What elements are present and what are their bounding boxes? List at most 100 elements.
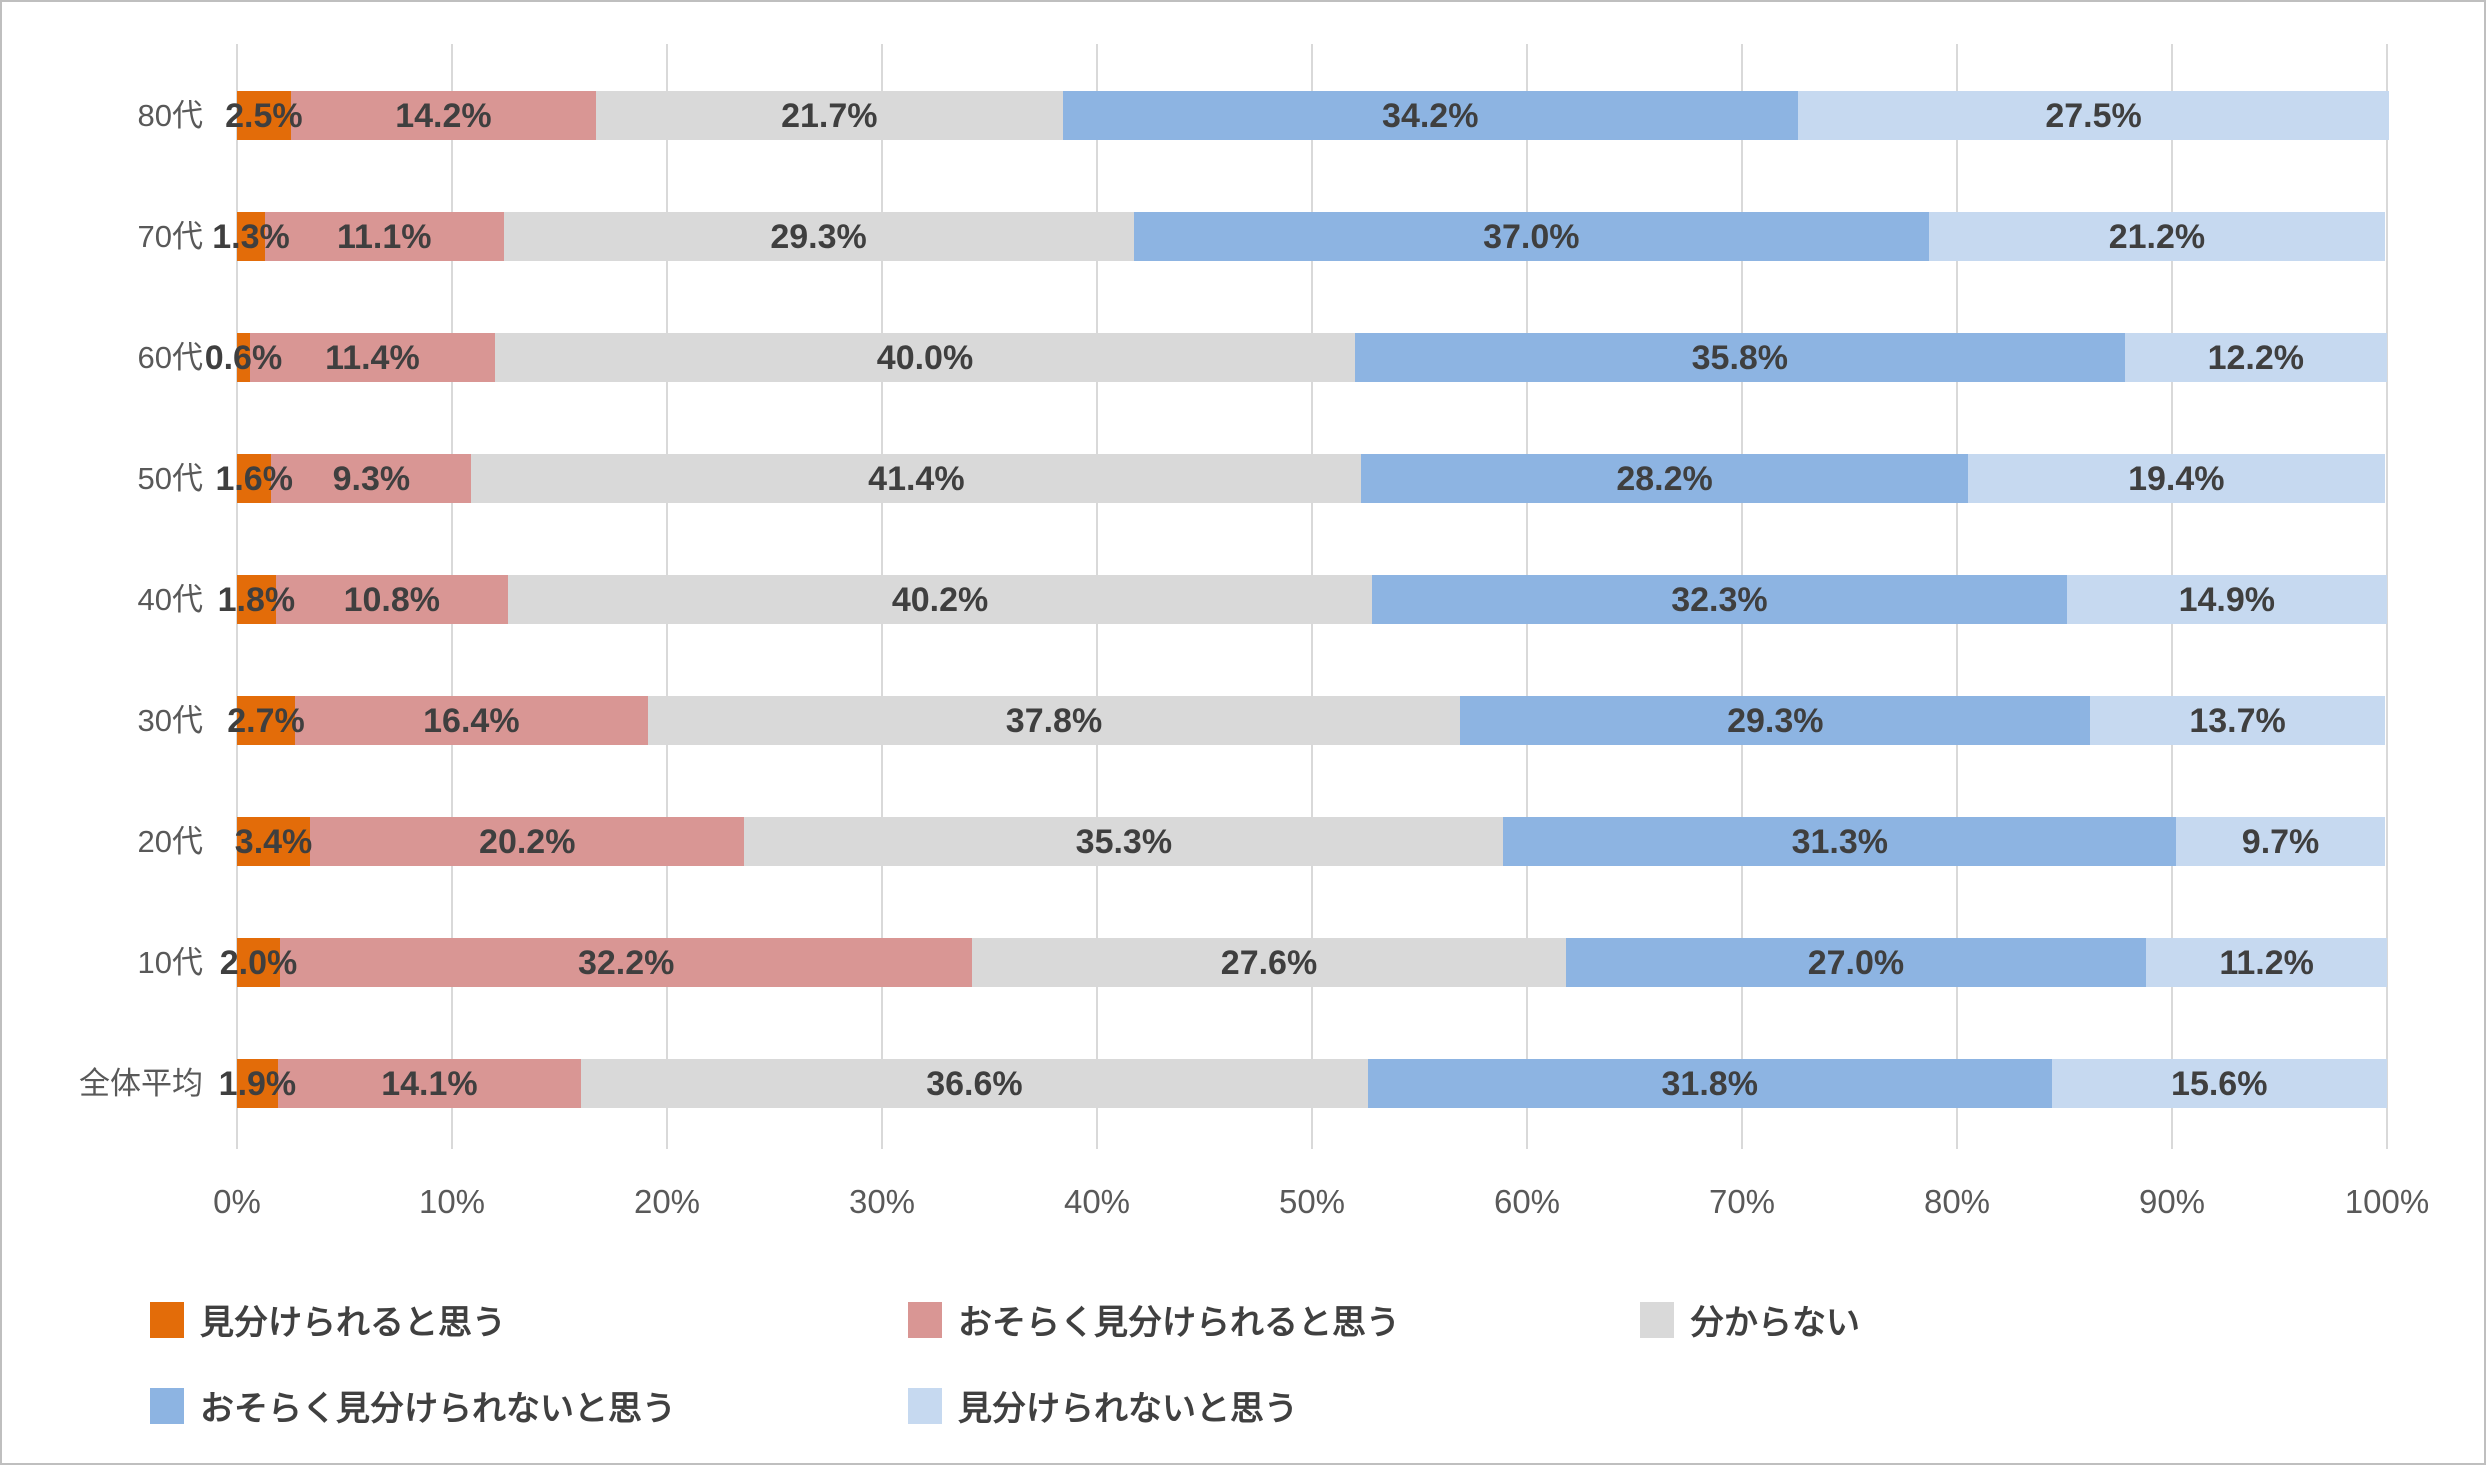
category-label: 全体平均	[79, 1066, 203, 1101]
bar-segment: 12.2%	[2124, 333, 2387, 382]
data-label: 27.5%	[2045, 96, 2142, 135]
x-axis-tick-label: 100%	[2344, 1183, 2430, 1220]
legend-label: 分からない	[1690, 1304, 1860, 1342]
x-axis-tick-label: 0%	[213, 1183, 261, 1220]
data-label: 11.1%	[336, 217, 432, 256]
bar-segment: 21.2%	[1929, 212, 2385, 261]
bar-segment: 2.7%	[227, 696, 305, 745]
bar-row: 0.6% 11.4% 40.0% 35.8% 12.2%	[205, 333, 2387, 382]
legend-label: 見分けられると思う	[200, 1304, 506, 1342]
category-label: 80代	[137, 98, 203, 133]
legend-item: おそらく見分けられると思う	[908, 1295, 1400, 1344]
data-label: 1.3%	[212, 217, 290, 256]
data-label: 32.3%	[1671, 580, 1768, 619]
data-label: 13.7%	[2189, 701, 2286, 740]
x-axis-tick-label: 60%	[1493, 1183, 1561, 1220]
bar-segment: 41.4%	[471, 454, 1362, 503]
bar-segment: 3.4%	[235, 817, 312, 866]
data-label: 1.9%	[218, 1064, 297, 1103]
bar-row: 2.0% 32.2% 27.6% 27.0% 11.2%	[220, 938, 2387, 987]
bar-segment: 1.3%	[212, 212, 290, 261]
category-label: 50代	[137, 461, 203, 496]
bar-segment: 40.2%	[507, 575, 1373, 624]
legend-item: 見分けられないと思う	[908, 1381, 1298, 1430]
bar-segment: 1.8%	[218, 575, 295, 624]
bar-segment: 31.3%	[1503, 817, 2177, 866]
bar-segment: 35.3%	[744, 817, 1504, 866]
category-label: 20代	[137, 824, 203, 859]
x-axis-tick-label: 80%	[1923, 1183, 1991, 1220]
legend-label: 見分けられないと思う	[958, 1390, 1298, 1428]
data-label: 11.2%	[2219, 943, 2314, 982]
x-axis-tick-label: 70%	[1708, 1183, 1776, 1220]
data-label: 11.4%	[325, 338, 420, 377]
data-label: 15.6%	[2171, 1064, 2268, 1103]
data-label: 1.8%	[217, 580, 296, 619]
bar-segment: 28.2%	[1361, 454, 1968, 503]
bar-segment: 21.7%	[596, 91, 1063, 140]
data-label: 9.3%	[332, 459, 411, 498]
bar-segment: 1.9%	[219, 1059, 296, 1108]
bar-segment: 2.5%	[225, 91, 303, 140]
legend-swatch	[150, 1301, 184, 1338]
bar-segment: 27.6%	[972, 938, 1566, 987]
bar-segment: 2.0%	[220, 938, 297, 987]
bar-row: 1.3% 11.1% 29.3% 37.0% 21.2%	[212, 212, 2385, 261]
legend-swatch	[908, 1301, 942, 1338]
bar-segment: 34.2%	[1062, 91, 1798, 140]
data-label: 27.6%	[1220, 943, 1318, 982]
data-label: 9.7%	[2241, 822, 2320, 861]
legend-item: 見分けられると思う	[150, 1295, 506, 1344]
legend-label: おそらく見分けられると思う	[958, 1304, 1400, 1342]
data-label: 12.2%	[2207, 338, 2305, 377]
data-label: 29.3%	[770, 217, 867, 256]
bar-segment: 0.6%	[205, 333, 282, 382]
gridline-100	[2386, 44, 2388, 1149]
bar-segment: 14.2%	[290, 91, 597, 140]
bar-segment: 32.3%	[1372, 575, 2067, 624]
data-label: 31.3%	[1791, 822, 1888, 861]
bar-row: 2.7% 16.4% 37.8% 29.3% 13.7%	[227, 696, 2385, 745]
bar-segment: 11.2%	[2146, 938, 2387, 987]
data-label: 35.3%	[1075, 822, 1173, 861]
data-label: 37.8%	[1005, 701, 1103, 740]
data-label: 29.3%	[1727, 701, 1824, 740]
bar-segment: 37.8%	[647, 696, 1461, 745]
bar-segment: 35.8%	[1354, 333, 2125, 382]
bar-segment: 31.8%	[1367, 1059, 2052, 1108]
x-axis-tick-label: 30%	[848, 1183, 916, 1220]
bar-segment: 1.6%	[215, 454, 293, 503]
bar-row: 1.9% 14.1% 36.6% 31.8% 15.6%	[219, 1059, 2387, 1108]
data-label: 27.0%	[1807, 943, 1905, 982]
bar-segment: 14.1%	[277, 1059, 581, 1108]
bar-segment: 36.6%	[580, 1059, 1368, 1108]
data-label: 14.2%	[395, 96, 492, 135]
category-label: 70代	[137, 219, 203, 254]
bar-segment: 29.3%	[503, 212, 1134, 261]
bar-row: 1.6% 9.3% 41.4% 28.2% 19.4%	[215, 454, 2385, 503]
category-label: 60代	[137, 340, 203, 375]
data-label: 21.2%	[2108, 217, 2206, 256]
data-label: 2.5%	[225, 96, 303, 135]
data-label: 40.0%	[876, 338, 974, 377]
bar-row: 3.4% 20.2% 35.3% 31.3% 9.7%	[235, 817, 2385, 866]
bar-segment: 29.3%	[1460, 696, 2091, 745]
data-label: 14.9%	[2178, 580, 2275, 619]
legend-item: おそらく見分けられないと思う	[150, 1381, 676, 1430]
bar-segment: 40.0%	[494, 333, 1355, 382]
bar-row: 1.8% 10.8% 40.2% 32.3% 14.9%	[218, 575, 2387, 624]
bar-segment: 32.2%	[280, 938, 973, 987]
legend-swatch	[1640, 1301, 1674, 1338]
data-label: 41.4%	[868, 459, 965, 498]
legend-swatch	[150, 1387, 184, 1424]
data-label: 28.2%	[1616, 459, 1713, 498]
x-axis-tick-label: 20%	[633, 1183, 701, 1220]
x-axis-tick-label: 10%	[418, 1183, 486, 1220]
bar-segment: 11.4%	[249, 333, 495, 382]
bar-segment: 16.4%	[295, 696, 648, 745]
data-label: 16.4%	[423, 701, 520, 740]
x-axis-tick-label: 50%	[1278, 1183, 1346, 1220]
data-label: 20.2%	[479, 822, 576, 861]
data-label: 1.6%	[215, 459, 293, 498]
